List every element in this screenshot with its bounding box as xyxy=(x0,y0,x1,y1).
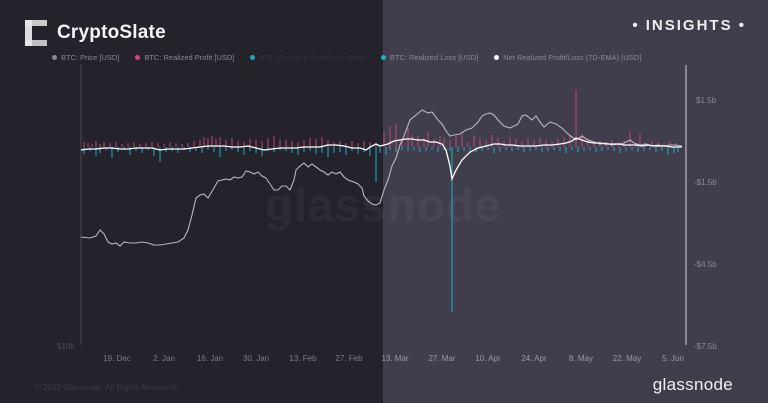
x-axis-label: 27. Mar xyxy=(428,354,456,363)
brand-name: CryptoSlate xyxy=(57,22,166,43)
right-axis-label: -$1.5b xyxy=(694,178,717,187)
insights-badge: • INSIGHTS • xyxy=(632,17,746,34)
x-axis-label: 5. Jun xyxy=(662,354,684,363)
x-axis-label: 16. Jan xyxy=(196,354,224,363)
x-axis-label: 19. Dec xyxy=(103,354,131,363)
legend-label: BTC: Price [USD] xyxy=(61,53,120,62)
cryptoslate-logo-icon xyxy=(25,20,47,46)
glassnode-logo: glassnode xyxy=(652,375,733,394)
legend-label: BTC: Realized Loss [USD] xyxy=(389,53,479,62)
legend-label: BTC: Realized Profit [USD] xyxy=(144,53,235,62)
x-axis-label: 22. May xyxy=(612,354,642,363)
cryptoslate-logo: CryptoSlate xyxy=(25,20,166,46)
chart-legend: BTC: Price [USD] BTC: Realized Profit [U… xyxy=(52,53,657,62)
legend-label: BTC: Realized Profit/Loss Ratio xyxy=(259,53,365,62)
net-realized-pl-line xyxy=(80,137,682,182)
x-axis-label: 24. Apr xyxy=(521,354,547,363)
legend-dot-icon xyxy=(380,55,386,60)
copyright-text: © 2023 Glassnode. All Rights Reserved. xyxy=(35,383,178,392)
btc-price-line xyxy=(80,109,683,247)
x-axis-label: 27. Feb xyxy=(335,354,363,363)
right-axis-label: -$4.5b xyxy=(694,260,717,269)
legend-label: Net Realized Profit/Loss (7D-EMA) [USD] xyxy=(503,53,642,62)
realized-profit-bars xyxy=(83,90,677,147)
right-axis-label: -$7.5b xyxy=(694,342,717,351)
x-axis-label: 13. Mar xyxy=(381,354,409,363)
legend-dot-icon xyxy=(135,55,141,60)
legend-item-hidden-series[interactable]: BTC: Realized Profit/Loss Ratio xyxy=(250,53,365,62)
left-axis-label: $10k xyxy=(57,342,75,351)
x-axis-label: 8. May xyxy=(568,354,594,363)
legend-item-realized-profit[interactable]: BTC: Realized Profit [USD] xyxy=(135,53,234,62)
x-axis-label: 10. Apr xyxy=(475,354,501,363)
legend-dot-icon xyxy=(494,55,500,60)
x-axis-label: 2. Jan xyxy=(153,354,175,363)
legend-dot-icon xyxy=(52,55,57,60)
legend-item-price[interactable]: BTC: Price [USD] xyxy=(52,53,119,62)
legend-dot-icon xyxy=(250,55,256,60)
x-axis-label: 13. Feb xyxy=(289,354,317,363)
right-axis-label: $1.5b xyxy=(696,96,717,105)
legend-item-net-realized[interactable]: Net Realized Profit/Loss (7D-EMA) [USD] xyxy=(494,53,641,62)
dark-panel xyxy=(0,0,383,403)
glassnode-watermark: glassnode xyxy=(265,178,502,232)
legend-item-realized-loss[interactable]: BTC: Realized Loss [USD] xyxy=(380,53,479,62)
x-axis-label: 30. Jan xyxy=(242,354,270,363)
realized-loss-bars xyxy=(83,147,679,312)
